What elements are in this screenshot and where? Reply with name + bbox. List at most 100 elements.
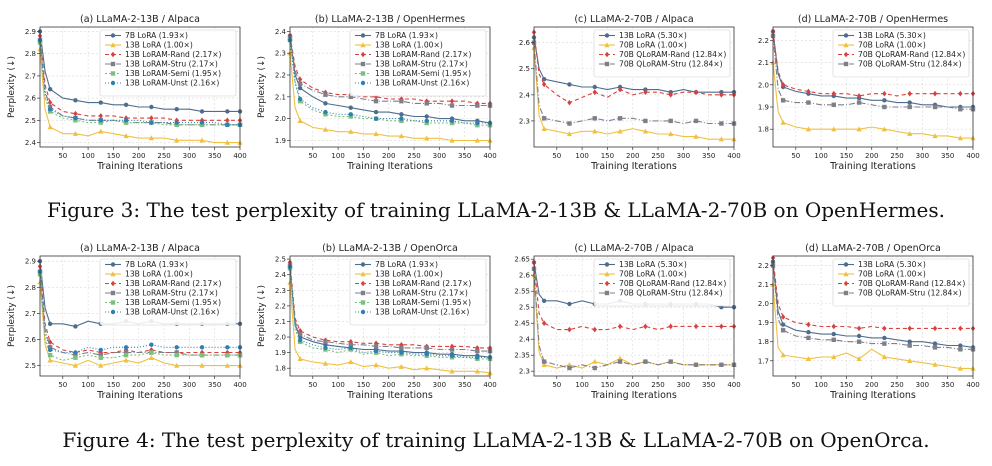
data-point [348, 105, 353, 110]
data-point [399, 350, 404, 355]
series-line-5 [39, 40, 240, 126]
plot-frame [39, 255, 241, 377]
x-tick-label: 400 [727, 152, 740, 160]
data-point [592, 116, 597, 121]
data-point [856, 100, 862, 105]
x-tick-label: 50 [308, 152, 317, 160]
legend-box [99, 29, 237, 97]
chart-panel-5: 50 100 150 200 250 300 350 400 1.8 1.9 2.0 2.1 2.2 2.… [257, 243, 497, 401]
data-point [907, 104, 912, 110]
data-point [123, 102, 129, 107]
data-point [958, 90, 963, 97]
data-point [373, 98, 379, 104]
data-point [856, 356, 862, 362]
data-point [297, 76, 303, 83]
series-line-1 [289, 53, 490, 142]
data-point [174, 345, 179, 350]
legend: 13B LoRA (5.30×)70B LoRA (1.00×)70B QLoR… [832, 258, 970, 307]
data-point [856, 333, 862, 339]
data-point [592, 84, 597, 90]
legend-label: 13B LoRAM-Rand (2.17×) [125, 279, 222, 288]
x-tick-label: 50 [552, 152, 561, 160]
legend-box [593, 258, 731, 307]
y-tick-label: 2.1 [275, 93, 286, 101]
y-tick-label: 2.3 [275, 287, 286, 295]
y-tick-label: 1.8 [758, 126, 769, 134]
data-point [449, 353, 455, 358]
y-tick-label: 2.0 [758, 300, 769, 308]
x-tick-label: 300 [433, 381, 446, 389]
legend-label: 13B LoRAM-Semi (1.95×) [375, 69, 471, 78]
data-point [98, 362, 104, 368]
data-point [719, 121, 724, 126]
chart-title: (d) LLaMA-2-70B / OpenHermes [798, 14, 948, 25]
data-point [174, 120, 179, 125]
data-point [780, 81, 786, 88]
data-point [882, 335, 887, 341]
legend-label: 13B LoRAM-Rand (2.17×) [375, 279, 472, 288]
data-point [225, 109, 230, 114]
x-tick-label: 200 [132, 381, 145, 389]
legend-marker [843, 271, 849, 277]
legend-label: 13B LoRA (5.30×) [619, 31, 687, 40]
data-point [617, 128, 623, 134]
y-tick-label: 2.7 [25, 72, 36, 80]
x-axis-label: Training Iterations [96, 161, 183, 172]
legend-box [832, 29, 970, 78]
series-line-1 [39, 282, 240, 367]
legend-marker [110, 33, 116, 38]
data-point [424, 118, 429, 124]
y-tick-label: 1.8 [275, 365, 286, 373]
data-point [47, 345, 53, 350]
data-point [98, 118, 103, 123]
data-point [907, 325, 912, 332]
data-point [225, 345, 230, 350]
data-point [297, 118, 303, 124]
data-point [398, 133, 404, 139]
y-tick-label: 2.4 [275, 271, 287, 279]
data-point [643, 359, 648, 364]
data-point [882, 104, 887, 110]
legend-marker [843, 290, 849, 296]
legend-marker [604, 280, 610, 287]
legend: 13B LoRA (5.30×)70B LoRA (1.00×)70B QLoR… [593, 258, 731, 307]
data-point [174, 362, 180, 368]
y-tick-label: 2.9 [25, 258, 36, 266]
data-point [475, 120, 480, 126]
data-point [225, 349, 230, 356]
data-point [541, 362, 547, 367]
data-point [907, 90, 912, 97]
x-axis-label: Training Iterations [590, 161, 677, 172]
data-point [907, 339, 912, 344]
plot-frame [772, 26, 974, 148]
data-point [399, 98, 404, 104]
x-tick-label: 400 [483, 381, 496, 389]
data-point [449, 347, 455, 352]
chart-panel-3: 50 100 150 200 250 300 350 400 1.8 1.9 2.0 2.1 2.2 (d… [758, 14, 980, 172]
data-point [123, 120, 129, 125]
plot-frame [533, 255, 735, 377]
y-tick-label: 2.65 [514, 256, 530, 264]
legend-box [99, 258, 237, 326]
data-point [718, 136, 724, 142]
legend-marker [843, 51, 849, 58]
data-point [592, 365, 597, 371]
legend-marker [604, 61, 610, 67]
x-tick-label: 100 [331, 152, 344, 160]
y-tick-label: 2.5 [25, 362, 36, 370]
data-point [73, 110, 78, 117]
data-point [449, 368, 455, 374]
y-tick-label: 2.3 [275, 50, 286, 58]
data-point [932, 325, 938, 332]
data-point [47, 109, 53, 114]
y-tick-label: 2.3 [519, 368, 530, 376]
data-point [373, 109, 379, 115]
data-point [643, 118, 648, 124]
data-point [225, 352, 230, 358]
legend-label: 70B QLoRAM-Rand (12.84×) [858, 279, 965, 288]
legend-marker [110, 42, 116, 48]
legend-marker [110, 51, 116, 58]
x-tick-label: 300 [677, 381, 690, 389]
legend-label: 13B LoRA (5.30×) [858, 260, 926, 269]
